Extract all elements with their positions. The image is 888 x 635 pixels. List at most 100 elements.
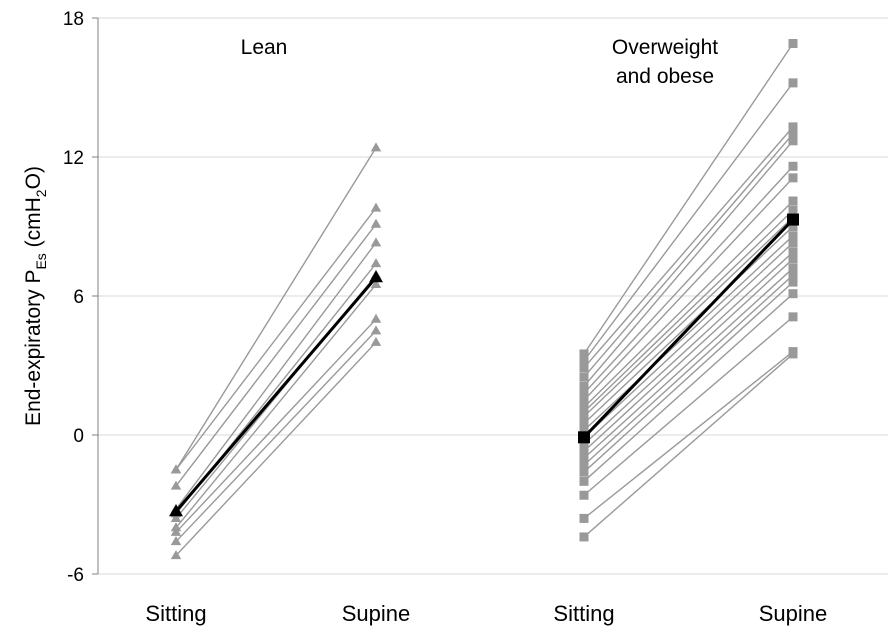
individual-point: [370, 218, 382, 228]
individual-point: [370, 142, 382, 152]
mean-point: [369, 270, 383, 283]
individual-point: [788, 136, 798, 146]
individual-line: [583, 316, 794, 496]
individual-line: [583, 177, 794, 401]
group-label-line: Overweight: [612, 36, 718, 59]
individual-point: [370, 202, 382, 212]
individual-line: [175, 283, 377, 529]
y-axis-label: End-expiratory PEs (cmH2O): [22, 166, 49, 426]
individual-point: [788, 122, 798, 132]
y-tick-label: 6: [73, 287, 84, 308]
individual-point: [788, 238, 798, 248]
individual-point: [788, 38, 798, 48]
individual-line: [583, 225, 794, 424]
individual-line: [583, 281, 794, 473]
individual-line: [175, 207, 377, 471]
individual-point: [788, 231, 798, 241]
individual-point: [788, 277, 798, 287]
individual-point: [579, 467, 589, 477]
individual-line: [583, 82, 794, 362]
individual-point: [579, 402, 589, 412]
individual-point: [170, 526, 182, 536]
individual-line: [583, 242, 794, 438]
individual-line: [583, 293, 794, 482]
individual-line: [175, 330, 377, 543]
x-category-label: Supine: [342, 601, 411, 626]
individual-point: [579, 418, 589, 428]
individual-point: [170, 513, 182, 522]
individual-line: [175, 318, 377, 533]
individual-point: [788, 247, 798, 257]
individual-point: [579, 425, 589, 435]
individual-point: [579, 349, 589, 359]
individual-line: [583, 165, 794, 394]
individual-point: [579, 513, 589, 523]
individual-line: [583, 216, 794, 417]
individual-line: [175, 147, 377, 471]
individual-line: [583, 267, 794, 459]
series: [169, 38, 799, 560]
individual-line: [583, 351, 794, 519]
individual-point: [370, 258, 382, 268]
individual-point: [579, 411, 589, 421]
group-0: [169, 142, 383, 560]
individual-line: [583, 258, 794, 452]
group-label-line: and obese: [616, 65, 714, 88]
individual-line: [583, 274, 794, 466]
mean-line: [174, 276, 378, 513]
individual-line: [175, 223, 377, 487]
individual-point: [370, 336, 382, 346]
individual-point: [370, 237, 382, 247]
individual-point: [579, 388, 589, 398]
individual-point: [170, 480, 182, 490]
individual-line: [583, 353, 794, 538]
mean-line: [582, 218, 795, 439]
individual-point: [579, 446, 589, 456]
group-label: Lean: [241, 36, 288, 59]
individual-point: [788, 263, 798, 273]
individual-point: [370, 325, 382, 335]
individual-point: [788, 270, 798, 280]
individual-point: [579, 356, 589, 366]
gridlines: [98, 17, 888, 575]
individual-point: [579, 476, 589, 486]
individual-line: [175, 242, 377, 510]
individual-point: [579, 395, 589, 405]
individual-point: [579, 372, 589, 382]
y-tick-label: 18: [63, 9, 84, 30]
individual-line: [583, 209, 794, 413]
individual-point: [788, 349, 798, 359]
individual-point: [788, 222, 798, 231]
x-category-label: Sitting: [553, 601, 614, 626]
individual-point: [579, 490, 589, 500]
x-category-label: Supine: [759, 601, 828, 626]
individual-point: [579, 363, 589, 373]
y-tick-label: 0: [73, 426, 84, 447]
individual-point: [788, 196, 798, 206]
mean-point: [169, 504, 183, 517]
individual-line: [583, 133, 794, 378]
individual-point: [579, 453, 589, 463]
group-1: [578, 38, 799, 542]
labels: Sitting Supine Lean Sitting Supine Overweight…: [145, 36, 827, 626]
group-label: Overweight and obese: [612, 36, 718, 88]
individual-line: [583, 251, 794, 445]
individual-point: [579, 407, 589, 417]
group-label-line: Lean: [241, 36, 288, 59]
individual-point: [170, 536, 182, 546]
individual-point: [788, 254, 798, 264]
individual-point: [579, 381, 589, 391]
y-tick-label: 12: [63, 148, 84, 169]
individual-point: [788, 129, 798, 139]
individual-point: [370, 279, 382, 289]
individual-point: [788, 289, 798, 299]
individual-line: [583, 200, 794, 408]
individual-point: [788, 312, 798, 322]
mean-point: [787, 213, 799, 226]
x-category-label: Sitting: [145, 601, 206, 626]
individual-line: [583, 43, 794, 355]
individual-point: [788, 205, 798, 215]
individual-point: [170, 464, 182, 474]
individual-point: [579, 532, 589, 542]
